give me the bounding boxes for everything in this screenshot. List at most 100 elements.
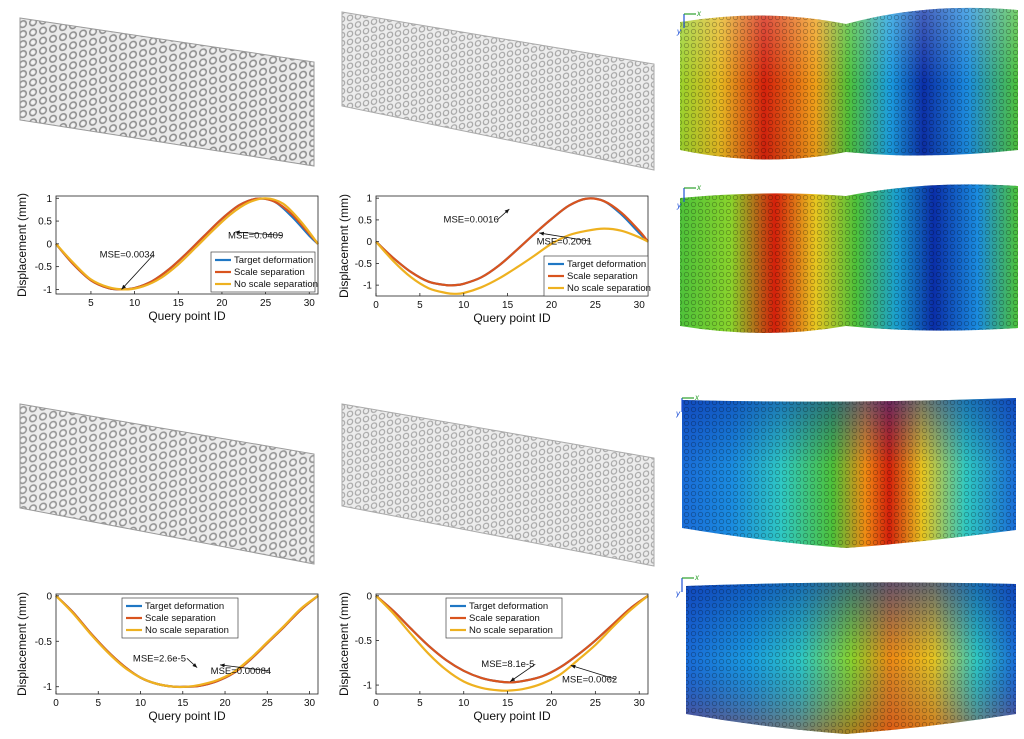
- heatmap-r2c3: x y: [676, 180, 1022, 340]
- x-axis-label: Query point ID: [148, 309, 226, 323]
- y-tick-label: -1: [43, 285, 52, 296]
- series-line: [375, 594, 649, 692]
- triad-y-label: y: [676, 589, 681, 598]
- legend-label: No scale separation: [234, 279, 318, 290]
- heatmap-texture: [680, 184, 1018, 333]
- annotation-arrowhead: [192, 663, 198, 668]
- annotation-arrow: [510, 663, 536, 682]
- lattice-body: [19, 17, 315, 167]
- annotation-arrowhead: [570, 664, 576, 669]
- y-tick-label: 0: [46, 591, 52, 602]
- y-tick-label: -0.5: [355, 259, 373, 270]
- lattice-body: [19, 403, 315, 565]
- triad-y-label: y: [676, 409, 681, 418]
- lattice-render-r1c2: [338, 0, 658, 172]
- legend-label: No scale separation: [567, 283, 651, 294]
- x-tick-label: 25: [590, 698, 602, 709]
- plot-frame: [55, 593, 319, 695]
- x-tick-label: 5: [95, 698, 101, 709]
- triad-y-label: y: [676, 27, 682, 36]
- heatmap-texture: [686, 582, 1016, 734]
- y-tick-label: 0.5: [38, 217, 52, 228]
- x-tick-label: 20: [546, 300, 558, 311]
- legend-label: Scale separation: [234, 267, 305, 278]
- x-axis-label: Query point ID: [473, 311, 551, 325]
- x-tick-label: 30: [304, 298, 316, 309]
- x-tick-label: 15: [502, 698, 514, 709]
- heatmap-image: x y: [676, 7, 1018, 160]
- lattice-body: [341, 11, 655, 171]
- x-axis-label: Query point ID: [473, 709, 551, 723]
- lattice-render-r3c2: [338, 396, 658, 570]
- x-tick-label: 30: [634, 698, 646, 709]
- lattice-image: [19, 403, 315, 565]
- mse-annotation: MSE=2.6e-5: [133, 653, 186, 664]
- y-tick-label: 0: [366, 237, 372, 248]
- x-tick-label: 0: [53, 698, 59, 709]
- series-line: [375, 594, 649, 684]
- triad-x-label: x: [694, 574, 700, 582]
- annotation-arrowhead: [510, 677, 516, 682]
- axis-triad: x y: [676, 183, 702, 210]
- annotation-arrow: [219, 664, 271, 672]
- series-line: [55, 197, 319, 291]
- heatmap-image: x y: [675, 573, 1016, 734]
- mse-annotation: MSE=0.00084: [211, 666, 271, 677]
- x-tick-label: 0: [373, 300, 379, 311]
- legend-label: Target deformation: [234, 255, 313, 266]
- x-tick-label: 15: [173, 298, 185, 309]
- chart-2: 0 5 10 15 20 25 30 -1 -0.5 0 0.5 1 Query point ID Dis…: [336, 186, 658, 336]
- y-axis-label: Displacement (mm): [15, 592, 29, 696]
- y-tick-label: -1: [43, 682, 52, 693]
- legend-label: Scale separation: [469, 613, 540, 624]
- lattice-image: [341, 403, 655, 567]
- lattice-render-r3c1: [18, 396, 324, 566]
- axis-triad: x y: [675, 573, 700, 598]
- series-line: [375, 197, 649, 287]
- x-tick-label: 15: [502, 300, 514, 311]
- x-tick-label: 25: [262, 698, 274, 709]
- x-tick-label: 30: [304, 698, 316, 709]
- annotation-arrow: [570, 665, 617, 680]
- y-tick-label: 1: [366, 194, 372, 205]
- axis-triad: x y: [676, 9, 702, 36]
- triad-x-label: x: [694, 393, 700, 402]
- x-axis-label: Query point ID: [148, 709, 226, 723]
- x-tick-label: 25: [590, 300, 602, 311]
- y-tick-label: 0.5: [358, 215, 372, 226]
- triad-x-label: x: [696, 9, 702, 18]
- chart-svg: 0 5 10 15 20 25 30 -1 -0.5 0 Query point ID Displac…: [15, 591, 319, 723]
- x-tick-label: 20: [219, 698, 231, 709]
- y-axis-label: Displacement (mm): [337, 194, 351, 298]
- mse-annotation: MSE=0.0034: [100, 250, 155, 261]
- x-tick-label: 5: [88, 298, 94, 309]
- annotation-arrow: [235, 231, 283, 236]
- x-tick-label: 25: [260, 298, 272, 309]
- chart-svg: 5 10 15 20 25 30 -1 -0.5 0 0.5 1 Query point ID Disp…: [15, 193, 319, 323]
- y-tick-label: -0.5: [35, 262, 53, 273]
- axis-triad: x y: [675, 393, 700, 418]
- x-tick-label: 10: [135, 698, 147, 709]
- plot-frame: [55, 195, 319, 295]
- triad-x-label: x: [696, 183, 702, 192]
- lattice-render-r1c1: [18, 0, 324, 168]
- plot-frame: [375, 593, 649, 695]
- plot-frame: [375, 195, 649, 297]
- heatmap-texture: [682, 398, 1016, 548]
- mse-annotation: MSE=0.2001: [537, 236, 592, 247]
- y-tick-label: -1: [363, 281, 372, 292]
- y-tick-label: -0.5: [35, 637, 53, 648]
- chart-4: 0 5 10 15 20 25 30 -1 -0.5 0 Query point ID Displac…: [336, 586, 658, 732]
- mse-annotation: MSE=0.0016: [444, 215, 499, 226]
- mse-annotation: MSE=0.0062: [562, 674, 617, 685]
- x-tick-label: 5: [417, 300, 423, 311]
- x-tick-label: 15: [177, 698, 189, 709]
- lattice-body: [341, 403, 655, 567]
- legend-label: Target deformation: [145, 601, 224, 612]
- heatmap-r1c3: x y: [676, 0, 1022, 168]
- x-tick-label: 10: [458, 300, 470, 311]
- annotation-arrow: [121, 254, 154, 290]
- x-tick-label: 20: [546, 698, 558, 709]
- legend-label: Scale separation: [145, 613, 216, 624]
- heatmap-r3c3: x y: [675, 392, 1022, 548]
